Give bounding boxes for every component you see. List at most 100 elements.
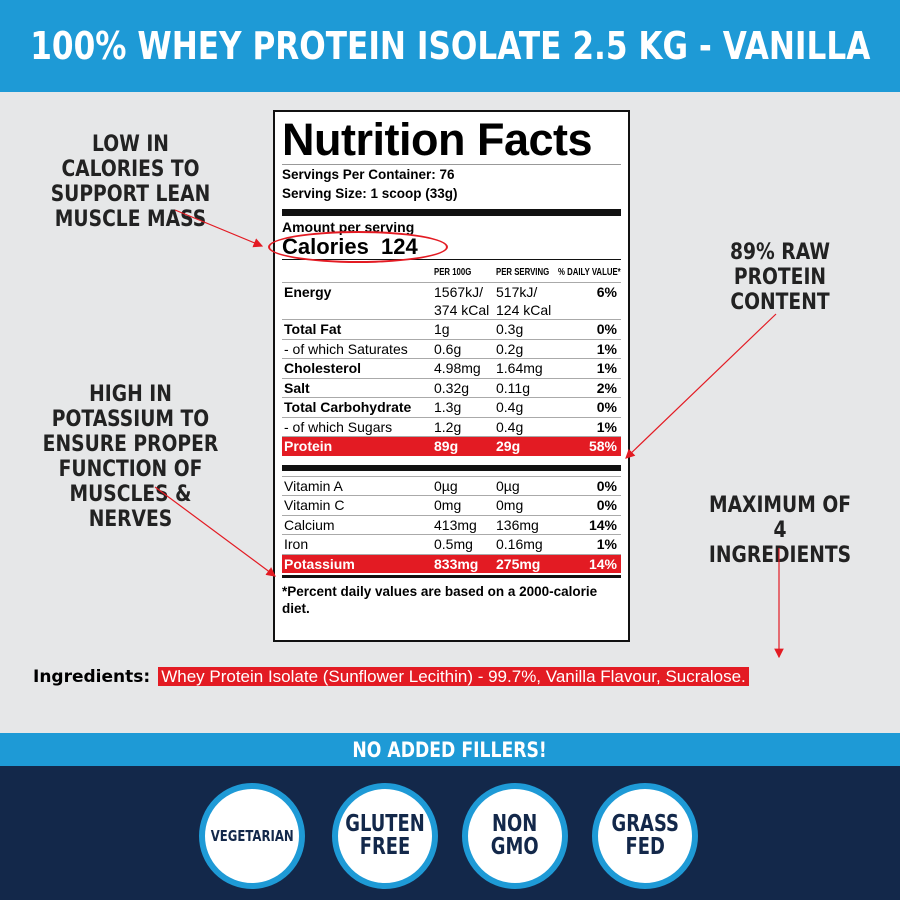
nutrient-name: Energy (284, 284, 332, 300)
badge-text: VEGETARIAN (210, 827, 294, 845)
daily-value: 0% (596, 497, 617, 513)
badge-grass-fed: GRASS FED (592, 783, 698, 889)
header-per-serving: PER SERVING (496, 267, 550, 278)
table-row-energy: Energy 1567kJ/ 374 kCal 517kJ/ 124 kCal 6% (282, 282, 621, 319)
per-serving: 0.4g (496, 418, 524, 435)
table-row: Potassium 833mg 275mg 14% (282, 553, 621, 573)
per100: 0mg (434, 497, 462, 513)
badge-text: GLUTEN FREE (345, 811, 425, 860)
badge-text: GRASS FED (611, 811, 679, 860)
per-serving: 0.11g (496, 379, 530, 396)
per100: 0.5mg (434, 536, 473, 552)
per-serving: 0.4g (496, 399, 524, 415)
banner: NO ADDED FILLERS! (0, 733, 900, 766)
table-row: Vitamin A 0µg 0µg 0% (282, 475, 621, 496)
banner-text: NO ADDED FILLERS! (352, 737, 548, 762)
nutrient-name: Vitamin A (284, 477, 343, 494)
callout-calories: LOW IN CALORIES TO SUPPORT LEAN MUSCLE M… (28, 132, 233, 232)
servings-per-container: Servings Per Container: 76 (282, 167, 455, 182)
header-daily-value: % DAILY VALUE* (558, 267, 621, 278)
daily-value: 1% (596, 418, 617, 435)
per-serving: 517kJ/ 124 kCal (496, 284, 552, 318)
highlight-ring (268, 231, 448, 263)
column-headers: PER 100G PER SERVING % DAILY VALUE* (282, 259, 621, 282)
callout-ingredients-text: MAXIMUM OF 4 INGREDIENTS (708, 493, 852, 568)
callout-protein: 89% RAW PROTEIN CONTENT (700, 240, 860, 315)
footnote: *Percent daily values are based on a 200… (282, 575, 621, 617)
per100: 0.32g (434, 379, 470, 396)
table-row: Iron 0.5mg 0.16mg 1% (282, 534, 621, 554)
arrow-potassium (154, 486, 276, 577)
nutrient-name: Cholesterol (284, 360, 362, 376)
per100: 833mg (434, 555, 479, 572)
daily-value: 1% (596, 360, 617, 376)
per100: 4.98mg (434, 360, 481, 376)
table-row: Cholesterol 4.98mg 1.64mg 1% (282, 358, 621, 378)
table-row: Total Carbohydrate 1.3g 0.4g 0% (282, 397, 621, 417)
daily-value: 14% (588, 555, 617, 572)
table-row: - of which Sugars 1.2g 0.4g 1% (282, 416, 621, 437)
nutrient-name: - of which Sugars (284, 418, 393, 435)
table-row: Total Fat 1g 0.3g 0% (282, 319, 621, 339)
per-serving: 0.3g (496, 321, 524, 337)
page-title: 100% WHEY PROTEIN ISOLATE 2.5 KG - VANIL… (29, 24, 871, 68)
per-serving: 0.2g (496, 340, 524, 357)
per100: 1.2g (434, 418, 462, 435)
serving-size: Serving Size: 1 scoop (33g) (282, 186, 458, 201)
callout-potassium-text: HIGH IN POTASSIUM TO ENSURE PROPER FUNCT… (42, 382, 219, 532)
table-row: - of which Saturates 0.6g 0.2g 1% (282, 338, 621, 359)
ingredients-label: Ingredients: (33, 667, 151, 687)
nutrient-name: Vitamin C (284, 497, 345, 513)
nutrient-name: Calcium (284, 516, 335, 533)
per100: 1.3g (434, 399, 462, 415)
per100: 1g (434, 321, 450, 337)
badge-non-gmo: NON GMO (462, 783, 568, 889)
per-serving: 0mg (496, 497, 524, 513)
nutrient-name: Iron (284, 536, 309, 552)
daily-value: 2% (596, 379, 617, 396)
per100: 1567kJ/ 374 kCal (434, 284, 490, 318)
per-serving: 0.16mg (496, 536, 543, 552)
arrow-protein (625, 313, 777, 459)
label-title: Nutrition Facts (282, 116, 621, 165)
ingredients-text: Whey Protein Isolate (Sunflower Lecithin… (158, 667, 749, 686)
per100: 0.6g (434, 340, 462, 357)
per100: 89g (434, 438, 459, 454)
callout-protein-text: 89% RAW PROTEIN CONTENT (730, 240, 830, 315)
per-serving: 275mg (496, 555, 541, 572)
header-per100: PER 100G (434, 267, 472, 278)
ingredients: Ingredients: Whey Protein Isolate (Sunflo… (33, 665, 863, 689)
divider (282, 464, 621, 471)
nutrient-name: Salt (284, 379, 310, 396)
per-serving: 29g (496, 438, 521, 454)
table-row: Calcium 413mg 136mg 14% (282, 514, 621, 535)
daily-value: 14% (588, 516, 617, 533)
per-serving: 136mg (496, 516, 539, 533)
title-bar: 100% WHEY PROTEIN ISOLATE 2.5 KG - VANIL… (0, 0, 900, 92)
daily-value: 0% (596, 477, 617, 494)
divider (282, 209, 621, 216)
per100: 413mg (434, 516, 477, 533)
nutrition-label: Nutrition Facts Servings Per Container: … (268, 110, 630, 642)
daily-value: 6% (596, 284, 617, 300)
table-row: Salt 0.32g 0.11g 2% (282, 377, 621, 398)
table-row: Protein 89g 29g 58% (282, 436, 621, 456)
badge-strip (0, 766, 900, 900)
badge-gluten-free: GLUTEN FREE (332, 783, 438, 889)
badge-vegetarian: VEGETARIAN (199, 783, 305, 889)
per100: 0µg (434, 477, 458, 494)
nutrient-name: Potassium (284, 555, 355, 572)
daily-value: 0% (596, 321, 617, 337)
daily-value: 1% (596, 340, 617, 357)
badge-text: NON GMO (491, 811, 539, 860)
daily-value: 1% (596, 536, 617, 552)
nutrient-name: Total Carbohydrate (284, 399, 412, 415)
daily-value: 58% (588, 438, 617, 454)
per-serving: 1.64mg (496, 360, 543, 376)
per-serving: 0µg (496, 477, 520, 494)
nutrient-name: - of which Saturates (284, 340, 408, 357)
calories: Calories 124 (268, 231, 448, 263)
callout-calories-text: LOW IN CALORIES TO SUPPORT LEAN MUSCLE M… (50, 132, 211, 232)
arrow-calories (174, 209, 264, 248)
